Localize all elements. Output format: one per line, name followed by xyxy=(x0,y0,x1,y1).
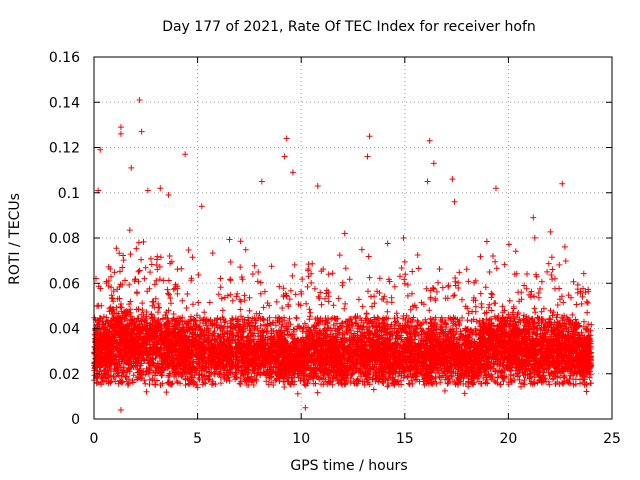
y-tick-label: 0.1 xyxy=(58,186,80,202)
scatter-point xyxy=(182,151,189,158)
scatter-point xyxy=(198,203,205,210)
scatter-point xyxy=(424,178,431,185)
scatter-point xyxy=(289,169,296,176)
scatter-point xyxy=(136,96,143,103)
scatter-point xyxy=(283,135,290,142)
scatter-point xyxy=(451,198,458,205)
x-tick-label: 20 xyxy=(499,431,517,447)
scatter-point xyxy=(117,406,124,413)
scatter-point xyxy=(128,164,135,171)
scatter-point xyxy=(364,153,371,160)
scatter-point xyxy=(97,146,104,153)
scatter-point xyxy=(341,230,348,237)
y-tick-labels: 0 0.02 0.04 0.06 0.08 0.1 0.12 0.14 0.16 xyxy=(49,50,80,428)
x-tick-label: 5 xyxy=(193,431,202,447)
x-tick-label: 15 xyxy=(396,431,414,447)
x-tick-labels: 0 5 10 15 20 25 xyxy=(90,431,621,447)
x-axis-label: GPS time / hours xyxy=(290,458,407,474)
y-tick-label: 0.02 xyxy=(49,367,80,383)
y-tick-label: 0.08 xyxy=(49,231,80,247)
scatter-point xyxy=(559,180,566,187)
scatter-point xyxy=(426,137,433,144)
scatter-point-cloud xyxy=(91,227,595,397)
scatter-point xyxy=(302,404,309,411)
scatter-point xyxy=(138,128,145,135)
scatter-point xyxy=(281,153,288,160)
chart-title: Day 177 of 2021, Rate Of TEC Index for r… xyxy=(162,19,536,35)
y-tick-label: 0.12 xyxy=(49,141,80,157)
data-points xyxy=(91,96,595,413)
scatter-point xyxy=(165,192,172,199)
scatter-point xyxy=(366,133,373,140)
scatter-point xyxy=(449,176,456,183)
y-tick-label: 0.14 xyxy=(49,95,80,111)
axis-ticks xyxy=(93,56,613,420)
scatter-point xyxy=(157,185,164,192)
y-axis-label: ROTI / TECUs xyxy=(7,193,23,285)
scatter-point xyxy=(492,185,499,192)
x-tick-label: 25 xyxy=(603,431,621,447)
scatter-point xyxy=(117,124,124,131)
scatter-point xyxy=(117,130,124,137)
y-tick-label: 0.16 xyxy=(49,50,80,66)
scatter-point xyxy=(314,182,321,189)
x-tick-label: 0 xyxy=(90,431,99,447)
scatter-point xyxy=(530,214,537,221)
scatter-point xyxy=(144,187,151,194)
scatter-point xyxy=(430,160,437,167)
y-tick-label: 0.06 xyxy=(49,276,80,292)
y-tick-label: 0.04 xyxy=(49,322,80,338)
scatter-point xyxy=(584,309,591,316)
x-tick-label: 10 xyxy=(292,431,310,447)
y-tick-label: 0 xyxy=(71,412,80,428)
scatter-point xyxy=(258,178,265,185)
